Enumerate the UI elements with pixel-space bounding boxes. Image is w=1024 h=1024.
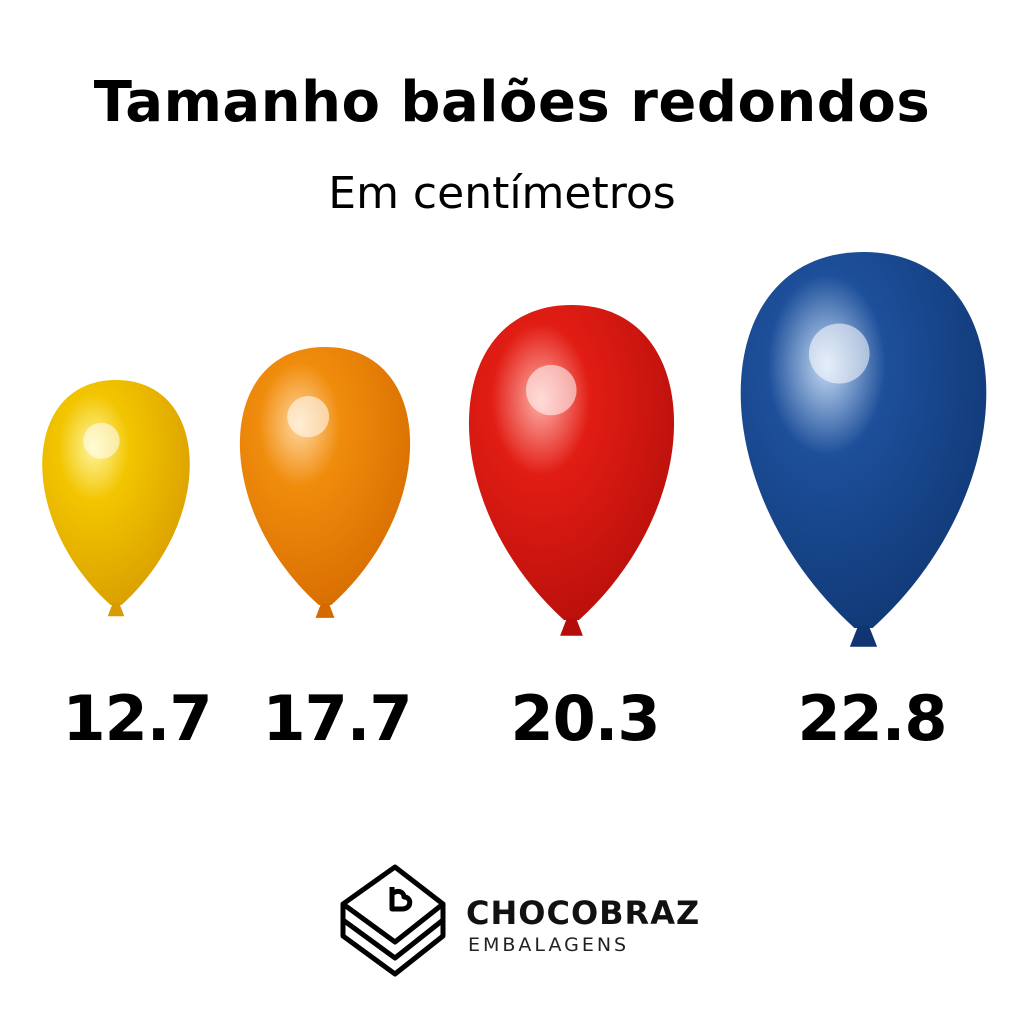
balloon-knot — [315, 603, 335, 618]
balloon — [468, 305, 675, 620]
brand-tagline: EMBALAGENS — [468, 934, 630, 956]
balloon-knot — [107, 603, 125, 617]
balloon-highlight — [287, 396, 330, 438]
balloon-knot — [560, 618, 583, 636]
balloon-highlight — [808, 323, 870, 384]
balloon-size-label: 12.7 — [62, 682, 213, 755]
balloon-size-label: 22.8 — [797, 682, 948, 755]
balloon-highlight — [525, 364, 577, 416]
page-title: Tamanho balões redondos — [93, 70, 931, 135]
stacked-box-heart-icon — [340, 864, 446, 977]
brand-name: CHOCOBRAZ — [466, 894, 701, 932]
page-subtitle: Em centímetros — [328, 168, 676, 219]
balloon — [239, 347, 411, 605]
balloon — [740, 252, 987, 628]
balloon-knot — [849, 626, 878, 647]
balloon-highlight — [83, 422, 120, 459]
balloon-size-label: 17.7 — [262, 682, 413, 755]
balloon — [42, 380, 190, 605]
balloon-size-label: 20.3 — [510, 682, 661, 755]
